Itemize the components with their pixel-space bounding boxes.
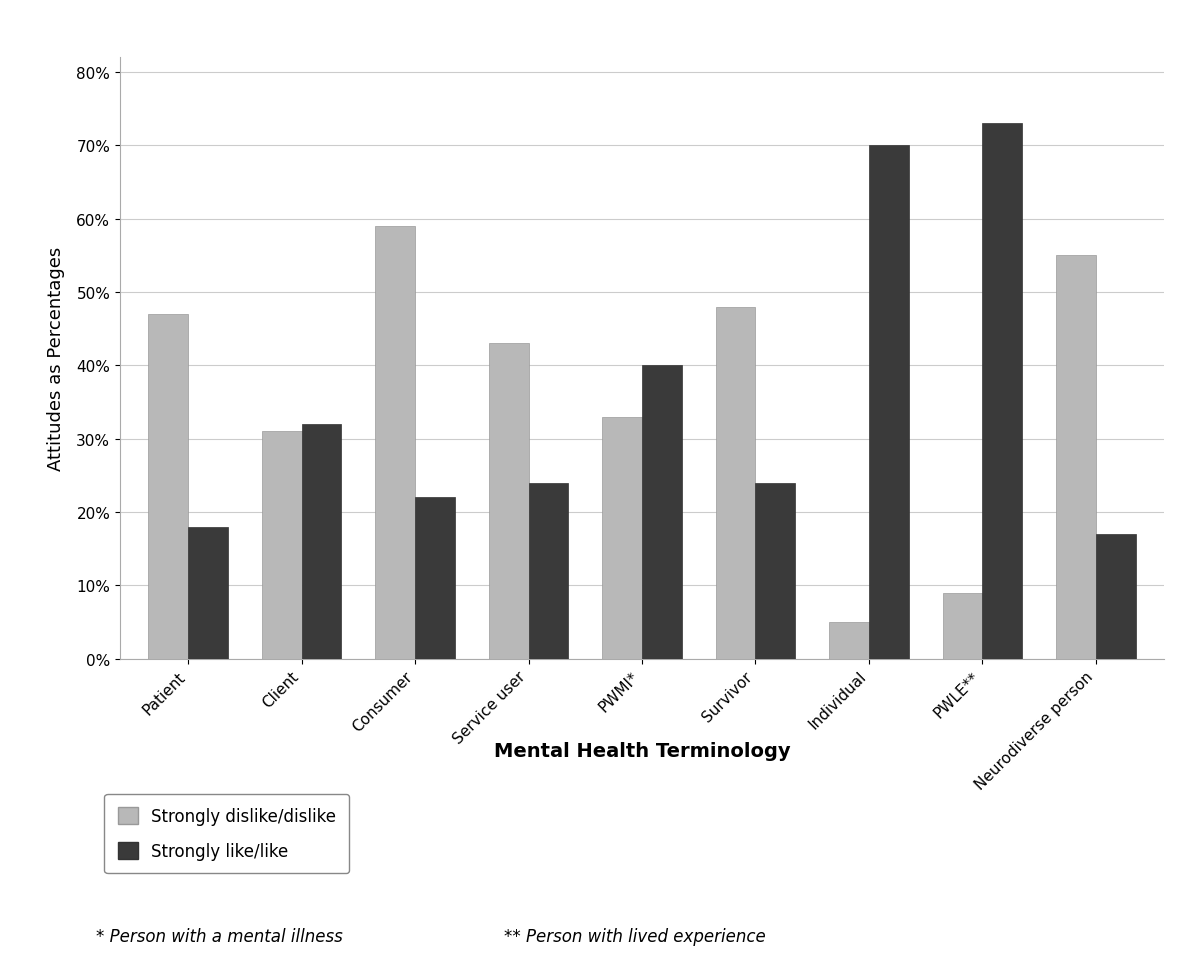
Bar [983,124,1022,659]
Text: ** Person with lived experience: ** Person with lived experience [504,926,766,945]
Bar [869,146,908,659]
Bar [1096,534,1135,659]
Bar [301,424,341,659]
Bar [488,344,528,659]
Text: Mental Health Terminology: Mental Health Terminology [493,741,791,761]
Bar [528,484,569,659]
Text: * Person with a mental illness: * Person with a mental illness [96,926,343,945]
Bar [149,315,188,659]
Bar [715,307,756,659]
Bar [1056,256,1096,659]
Bar [943,593,983,659]
Bar [829,622,869,659]
Bar [188,527,228,659]
Bar [415,498,455,659]
Bar [262,432,301,659]
Legend: Strongly dislike/dislike, Strongly like/like: Strongly dislike/dislike, Strongly like/… [104,794,349,873]
Bar [642,366,682,659]
Bar [756,484,796,659]
Bar [376,227,415,659]
Y-axis label: Attitudes as Percentages: Attitudes as Percentages [47,246,65,471]
Bar [602,417,642,659]
